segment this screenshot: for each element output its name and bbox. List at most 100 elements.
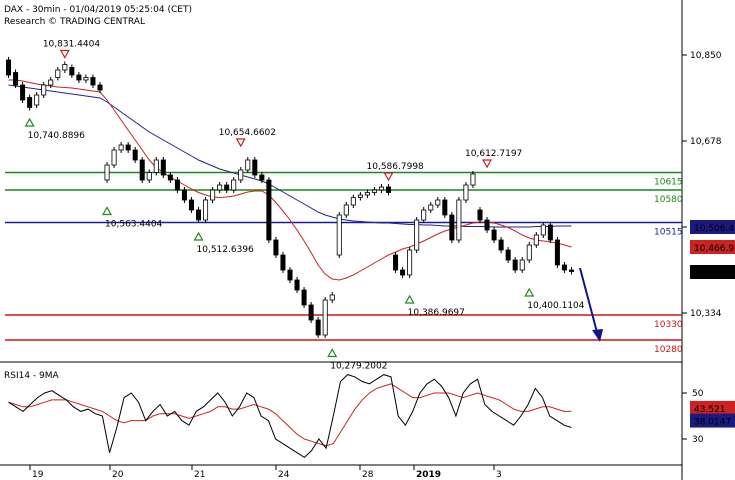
rsi-tick-label-1: 30 — [692, 435, 704, 445]
candle-body-64 — [456, 199, 462, 241]
low-marker-3 — [102, 206, 113, 216]
candle-body-70 — [498, 239, 504, 251]
candle-body-41 — [294, 279, 300, 291]
rsi-line — [8, 374, 572, 459]
high-marker-5 — [383, 172, 394, 182]
candle-body-2 — [20, 84, 26, 101]
price-candles — [6, 57, 574, 338]
candle-body-0 — [6, 59, 12, 76]
candle-body-66 — [470, 173, 476, 186]
level-label-4: 10280 — [654, 345, 683, 355]
candle-body-26 — [188, 199, 194, 211]
low-label-4: 10,512.6396 — [197, 245, 255, 255]
candle-body-9 — [69, 67, 75, 76]
rsi-tag-box-0 — [690, 400, 735, 415]
rsi-tag-box-1 — [690, 413, 735, 428]
candle-body-63 — [449, 214, 455, 241]
forecast-arrow-line — [579, 267, 599, 337]
price-tag-label-1: 10,466.9 — [694, 244, 734, 254]
candle-body-61 — [435, 199, 441, 206]
level-label-2: 10515 — [654, 228, 683, 238]
low-label-7: 10,386.9697 — [408, 308, 465, 318]
candle-body-34 — [245, 159, 251, 171]
level-label-3: 10330 — [654, 320, 683, 330]
candle-body-62 — [442, 199, 448, 216]
y-tick-label-1: 10,678 — [690, 137, 722, 147]
candle-body-18 — [132, 149, 138, 161]
high-marker-0 — [59, 49, 70, 59]
rsi-value-tags: 43.521 38.0147 — [690, 400, 735, 428]
low-label-3: 10,563.4404 — [105, 220, 163, 230]
candle-body-31 — [224, 184, 230, 191]
candle-body-69 — [491, 229, 497, 241]
candle-body-54 — [386, 186, 392, 193]
candle-body-78 — [554, 239, 560, 266]
candle-body-22 — [160, 159, 166, 176]
candle-body-50 — [357, 194, 363, 198]
candle-body-38 — [273, 239, 279, 256]
forecast-arrow — [579, 267, 603, 342]
low-label-1: 10,740.8896 — [28, 131, 86, 141]
candle-body-14 — [104, 164, 110, 181]
x-tick-label-2: 21 — [194, 470, 205, 480]
candle-body-4 — [34, 94, 40, 106]
candle-body-44 — [315, 319, 321, 336]
candle-body-51 — [364, 192, 370, 196]
candle-body-56 — [400, 269, 406, 276]
candle-body-8 — [62, 64, 68, 71]
chart-title: DAX - 30min - 01/04/2019 05:25:04 (CET) — [4, 5, 192, 15]
candle-body-23 — [167, 174, 173, 181]
x-tick-label-1: 20 — [112, 470, 124, 480]
rsi-tag-label-1: 38.0147 — [694, 418, 731, 428]
candle-body-11 — [83, 77, 89, 81]
swing-annotations: 10,831.4404 10,740.8896 10,654.6602 10,563.… — [24, 40, 585, 372]
candle-body-13 — [97, 84, 103, 91]
candle-body-75 — [533, 234, 539, 246]
high-marker-2 — [235, 138, 246, 148]
candle-body-10 — [76, 74, 82, 81]
ma-slow-line — [8, 84, 572, 228]
high-label-2: 10,654.6602 — [219, 128, 276, 138]
candle-body-25 — [181, 189, 187, 201]
x-tick-label-3: 24 — [278, 470, 290, 480]
candle-body-6 — [48, 79, 54, 86]
low-label-9: 10,279.2002 — [330, 362, 387, 372]
candle-body-59 — [421, 209, 427, 221]
level-label-0: 10615 — [654, 178, 683, 188]
ma-fast-line — [8, 79, 572, 281]
candle-body-15 — [111, 149, 117, 166]
x-tick-label-0: 19 — [32, 470, 44, 480]
candle-body-68 — [484, 219, 490, 231]
candle-body-71 — [505, 249, 511, 261]
x-tick-label-5: 2019 — [416, 470, 441, 480]
candle-body-37 — [266, 179, 272, 241]
rsi-panel: RSI14 - 9MA 50 30 43.521 38.0147 — [4, 371, 735, 459]
y-tick-label-3: 10,334 — [690, 309, 722, 319]
candle-body-73 — [519, 259, 525, 271]
candle-body-21 — [153, 159, 159, 173]
low-label-8: 10,400.1104 — [527, 301, 585, 311]
price-tags: 10,506.4 10,466.9 10,416.7 — [690, 220, 735, 279]
candle-body-52 — [371, 189, 377, 193]
candle-body-74 — [526, 244, 532, 261]
candle-body-27 — [196, 209, 202, 221]
candle-body-33 — [238, 169, 244, 181]
candle-body-60 — [428, 204, 434, 211]
rsi-y-ticks: 50 30 — [682, 389, 704, 445]
candle-body-29 — [210, 189, 216, 201]
level-label-1: 10580 — [654, 195, 683, 205]
rsi-tag-label-0: 43.521 — [694, 405, 726, 415]
candle-body-40 — [287, 269, 293, 281]
candle-body-57 — [407, 249, 413, 276]
candle-body-42 — [301, 289, 307, 306]
candle-body-65 — [463, 184, 469, 201]
forecast-arrow-head — [592, 329, 603, 342]
low-marker-4 — [193, 231, 204, 241]
candle-body-36 — [259, 174, 265, 181]
candle-body-45 — [322, 299, 328, 336]
candle-body-48 — [343, 204, 349, 216]
candle-body-3 — [27, 97, 33, 108]
